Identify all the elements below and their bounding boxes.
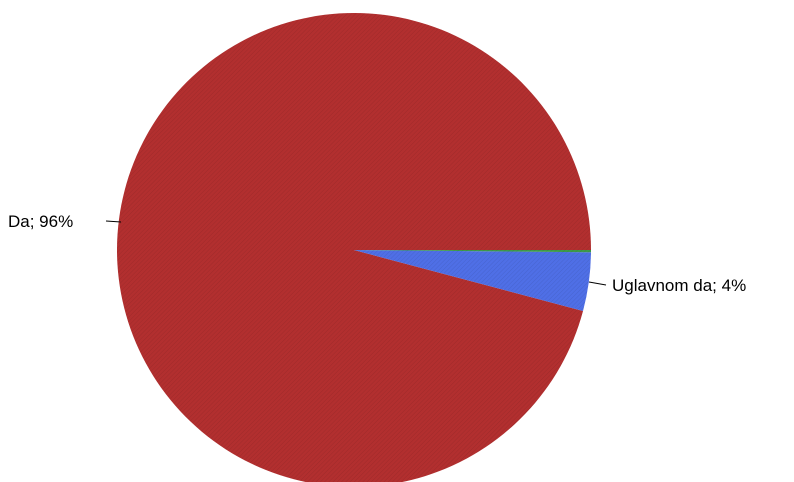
- pie-slice-texture-1: [354, 250, 591, 312]
- slice-label-da: Da; 96%: [8, 212, 73, 231]
- leader-line-uglavnom-da: [588, 281, 607, 286]
- pie-slices: [117, 13, 591, 482]
- pie-labels: Da; 96% Uglavnom da; 4%: [8, 212, 746, 295]
- leader-line-da: [105, 220, 122, 223]
- pie-slice-texture-2: [354, 250, 591, 253]
- pie-slice-texture-0: [117, 13, 591, 482]
- slice-label-uglavnom-da: Uglavnom da; 4%: [612, 276, 746, 295]
